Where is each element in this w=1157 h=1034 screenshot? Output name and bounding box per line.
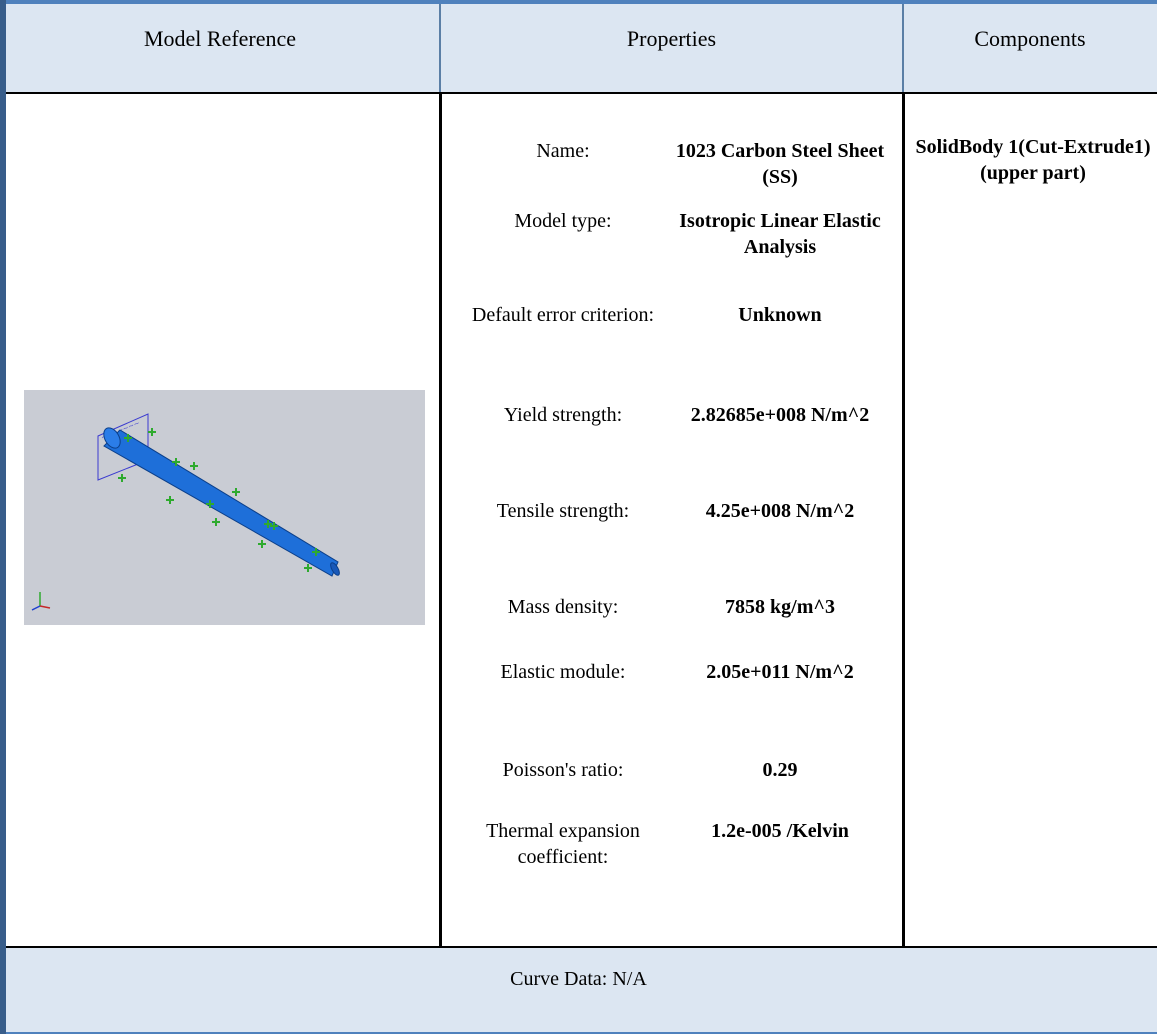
header-components: Components <box>974 26 1086 51</box>
prop-value-poissons-ratio: 0.29 <box>762 759 798 781</box>
curve-data-row: Curve Data: N/A <box>0 946 1157 1034</box>
header-divider <box>902 4 904 96</box>
column-divider <box>902 92 905 946</box>
tapered-tube-model-icon: ~~~~~~~ <box>31 413 340 611</box>
prop-label-yield-strength: Yield strength: <box>503 404 623 426</box>
prop-value-yield-strength: 2.82685e+008 N/m^2 <box>690 404 870 426</box>
prop-label-tensile-strength: Tensile strength: <box>496 500 630 522</box>
prop-label-elastic-module: Elastic module: <box>500 661 626 683</box>
model-preview-image: ~~~~~~~ <box>24 390 425 625</box>
column-divider <box>439 92 442 946</box>
prop-label-poissons-ratio: Poisson's ratio: <box>502 759 624 781</box>
table-left-border <box>0 0 6 1034</box>
prop-label-default-error-criterion: Default error criterion: <box>471 304 655 326</box>
prop-value-model-type: Isotropic Linear Elastic Analysis <box>679 210 881 258</box>
prop-value-thermal-expansion: 1.2e-005 /Kelvin <box>711 820 849 842</box>
prop-value-tensile-strength: 4.25e+008 N/m^2 <box>705 500 855 522</box>
prop-value-elastic-module: 2.05e+011 N/m^2 <box>706 661 854 683</box>
prop-value-mass-density: 7858 kg/m^3 <box>725 596 835 618</box>
header-row: Model Reference Properties Components <box>0 0 1157 96</box>
prop-label-mass-density: Mass density: <box>507 596 619 618</box>
curve-data-text: Curve Data: N/A <box>510 968 647 990</box>
component-solidbody: SolidBody 1(Cut-Extrude1)(upper part) <box>915 136 1151 184</box>
header-properties: Properties <box>626 26 717 51</box>
prop-value-name: 1023 Carbon Steel Sheet (SS) <box>675 140 885 188</box>
prop-label-name: Name: <box>536 140 590 162</box>
header-model-reference: Model Reference <box>143 26 297 51</box>
prop-value-default-error-criterion: Unknown <box>738 304 822 326</box>
prop-label-thermal-expansion: Thermal expansion coefficient: <box>486 820 640 868</box>
prop-label-model-type: Model type: <box>514 210 612 232</box>
header-divider <box>439 4 441 96</box>
